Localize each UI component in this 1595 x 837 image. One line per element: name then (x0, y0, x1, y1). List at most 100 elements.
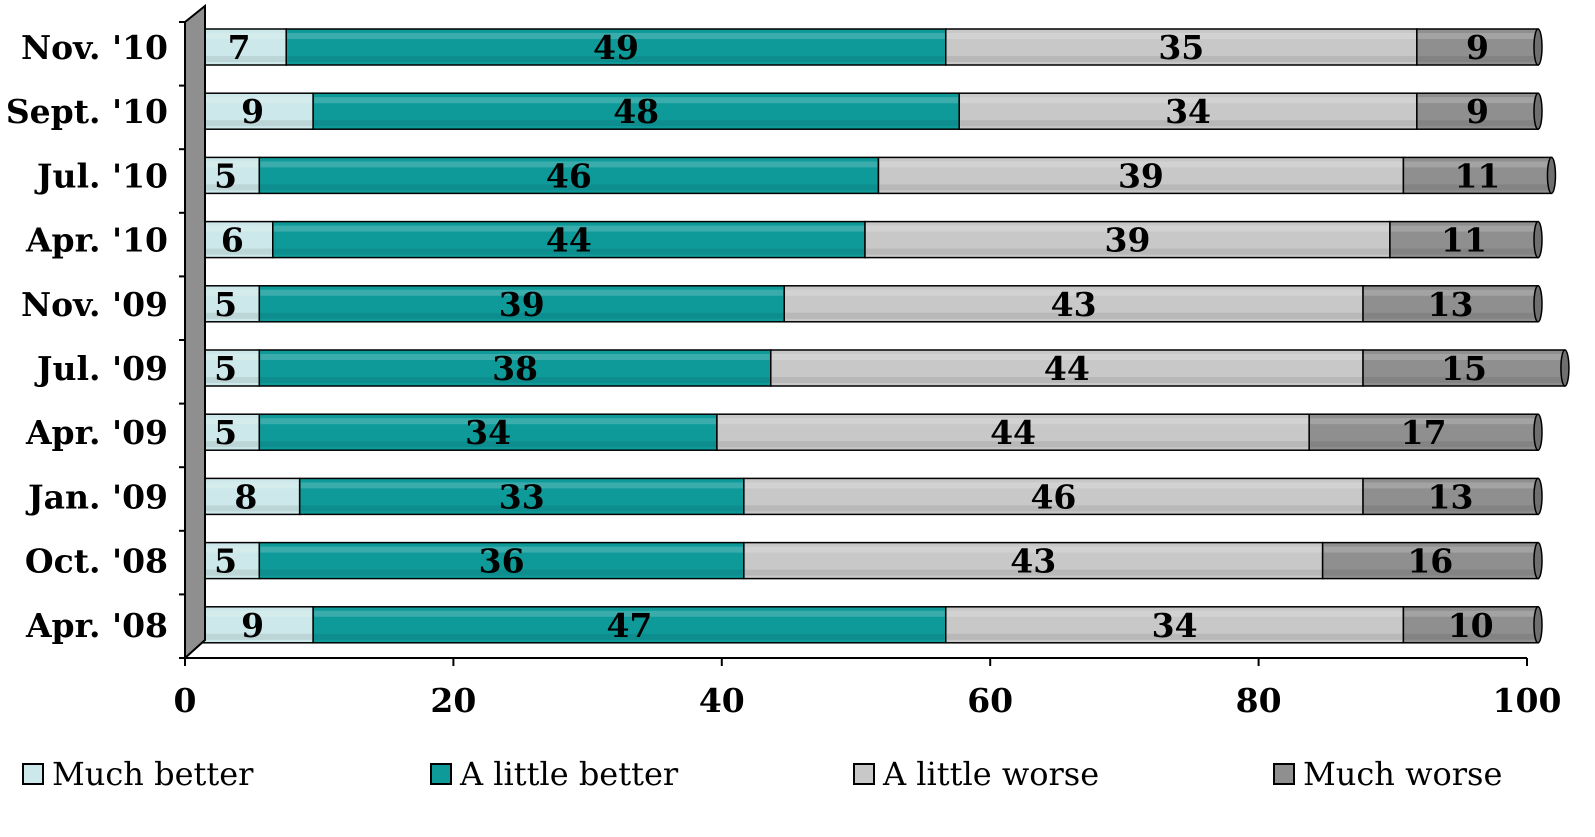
bar-rect (258, 541, 745, 580)
bar-segment-a-little-worse-nov-09 (783, 285, 1364, 323)
bar-segment-much-worse-nov-09 (1362, 285, 1539, 323)
x-tick-label-80: 80 (1236, 681, 1282, 720)
bar-shade (193, 633, 313, 640)
data-label-much-better-nov-10: 7 (228, 28, 251, 67)
data-label-a-little-better-apr-09: 34 (465, 413, 511, 452)
bar-shade (260, 377, 770, 383)
bar-shade (771, 377, 1363, 383)
bar-shade (260, 184, 878, 191)
bars-group (191, 28, 1570, 644)
data-label-a-little-better-jul-10: 46 (546, 156, 592, 195)
bar-rect (743, 477, 1364, 516)
bar-segment-a-little-better-sept-10 (312, 92, 960, 130)
x-tick-label-60: 60 (967, 681, 1013, 720)
bar-segment-much-worse-oct-08 (1321, 541, 1539, 580)
bar-shade (960, 120, 1416, 127)
bar-segment-a-little-worse-jul-09 (770, 349, 1364, 387)
bar-segment-much-worse-jul-10 (1402, 156, 1553, 195)
bar-segment-much-better-apr-08 (191, 606, 314, 644)
stacked-bar-chart: 0 20 40 60 80 100 Nov. '10 7 49 35 9 Sept. '10 9 48 34… (6, 3, 1570, 720)
data-label-a-little-worse-sept-10: 34 (1165, 92, 1211, 131)
data-label-much-better-jan-09: 8 (234, 477, 257, 516)
bar-segment-a-little-better-nov-09 (258, 285, 785, 323)
bar-highlight (193, 225, 272, 232)
bar-segment-a-little-better-apr-08 (312, 606, 947, 644)
bar-shade (1404, 633, 1537, 640)
bar-highlight (300, 482, 743, 489)
legend-item-a-little-worse: A little worse (853, 755, 1099, 793)
bar-shade (744, 505, 1363, 512)
bar-highlight (273, 225, 864, 232)
category-label-apr-09: Apr. '09 (25, 413, 168, 452)
bar-shade (193, 377, 259, 383)
category-label-nov-09: Nov. '09 (21, 285, 168, 324)
bar-highlight (946, 610, 1403, 617)
bar-rect (285, 28, 947, 66)
data-label-much-worse-oct-08: 16 (1407, 542, 1453, 581)
data-label-a-little-worse-jan-09: 46 (1030, 477, 1076, 516)
legend-label-a-little-worse: A little worse (883, 755, 1100, 793)
bar-segment-a-little-worse-jan-09 (743, 477, 1364, 516)
legend-swatch-much-worse (1273, 763, 1295, 785)
bar-shade (273, 248, 864, 255)
data-label-a-little-better-apr-10: 44 (546, 221, 592, 260)
bar-rect (945, 606, 1405, 644)
bar-highlight (193, 482, 299, 489)
legend-swatch-a-little-worse (853, 763, 875, 785)
data-label-a-little-better-sept-10: 48 (613, 92, 659, 131)
bar-segment-much-worse-sept-10 (1416, 92, 1539, 130)
bar-highlight (193, 610, 313, 617)
bar-segment-a-little-worse-jul-10 (877, 156, 1405, 195)
bar-highlight (193, 418, 259, 425)
bar-segment-a-little-better-apr-09 (258, 413, 718, 451)
x-tick-label-40: 40 (699, 681, 745, 720)
legend-swatch-much-better (22, 763, 44, 785)
bar-end-cap (1560, 349, 1570, 387)
bar-highlight (785, 289, 1363, 296)
bar-shade (946, 56, 1416, 62)
bar-highlight (1417, 33, 1537, 39)
bar-segment-much-worse-nov-10 (1416, 28, 1539, 66)
legend-label-much-better: Much better (52, 755, 254, 793)
bar-shade (193, 505, 299, 512)
data-label-a-little-better-apr-08: 47 (606, 606, 652, 645)
data-label-a-little-better-jul-09: 38 (492, 349, 538, 388)
bar-shade (785, 312, 1363, 319)
bar-shade (193, 441, 259, 448)
bar-highlight (1404, 610, 1537, 617)
bar-highlight (771, 354, 1363, 360)
bar-segment-much-worse-apr-10 (1389, 220, 1539, 259)
bar-end-cap (1533, 541, 1543, 580)
data-label-a-little-worse-jul-09: 44 (1044, 349, 1090, 388)
data-label-much-better-apr-10: 6 (221, 221, 244, 260)
bar-shade (1417, 120, 1537, 127)
legend: Much better A little better A little wor… (0, 755, 1595, 805)
x-tick-label-100: 100 (1493, 681, 1562, 720)
bar-highlight (744, 482, 1363, 489)
data-label-much-better-oct-08: 5 (214, 542, 237, 581)
data-label-much-worse-jul-09: 15 (1441, 349, 1487, 388)
data-label-a-little-worse-jul-10: 39 (1118, 156, 1164, 195)
data-label-a-little-worse-nov-10: 35 (1158, 28, 1204, 67)
bar-highlight (717, 418, 1309, 425)
bar-highlight (866, 225, 1389, 232)
data-label-much-better-sept-10: 9 (241, 92, 264, 131)
bar-segment-a-little-worse-apr-09 (716, 413, 1310, 451)
bar-highlight (744, 546, 1322, 553)
bar-end-cap (1533, 285, 1543, 323)
bar-highlight (193, 33, 286, 39)
bar-highlight (193, 161, 259, 168)
data-label-much-worse-apr-10: 11 (1441, 221, 1487, 260)
bar-rect (1416, 92, 1539, 130)
bar-highlight (314, 610, 945, 617)
bar-highlight (193, 289, 259, 296)
bar-highlight (879, 161, 1403, 168)
bar-highlight (260, 546, 743, 553)
legend-item-much-better: Much better (22, 755, 253, 793)
bar-rect (716, 413, 1310, 451)
data-label-a-little-better-nov-09: 39 (499, 285, 545, 324)
bar-highlight (1364, 482, 1537, 489)
legend-item-much-worse: Much worse (1273, 755, 1502, 793)
bar-end-cap (1533, 477, 1543, 516)
bar-rect (1416, 28, 1539, 66)
